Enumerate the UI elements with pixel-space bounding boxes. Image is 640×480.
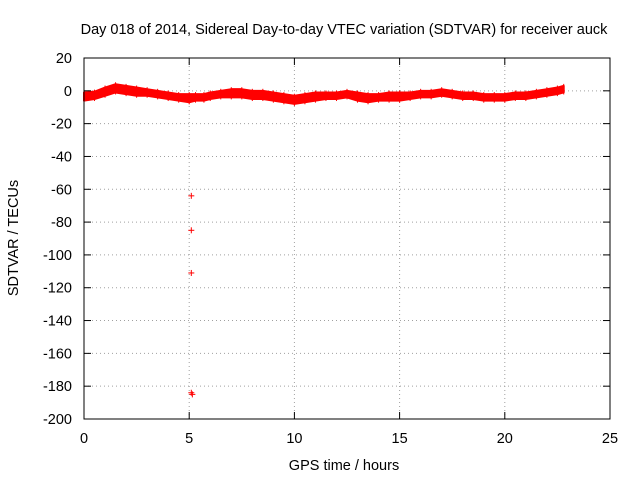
y-tick-label: -140 <box>43 314 72 330</box>
sdtvar-band <box>83 83 565 105</box>
x-tick-label: 5 <box>185 431 193 447</box>
x-tick-label: 20 <box>497 431 513 447</box>
y-tick-label: -20 <box>51 117 72 133</box>
y-tick-label: -40 <box>51 149 72 165</box>
y-tick-label: 0 <box>64 84 72 100</box>
x-tick-label: 25 <box>602 431 618 447</box>
outlier-point <box>188 227 195 234</box>
outlier-point <box>188 269 195 276</box>
plot-frame <box>83 57 611 420</box>
x-tick-label: 10 <box>286 431 302 447</box>
x-tick-label: 0 <box>80 431 88 447</box>
data-series-sdtvar <box>83 82 565 398</box>
y-tick-label: -100 <box>43 248 72 264</box>
y-tick-label: -60 <box>51 182 72 198</box>
y-axis-label: SDTVAR / TECUs <box>6 180 22 296</box>
grid <box>84 58 610 419</box>
y-tick-label: -160 <box>43 346 72 362</box>
y-tick-label: -200 <box>43 412 72 428</box>
y-tick-label: -120 <box>43 281 72 297</box>
y-tick-label: -80 <box>51 215 72 231</box>
axis-ticks <box>83 57 611 420</box>
outlier-point <box>189 391 196 398</box>
chart-title: Day 018 of 2014, Sidereal Day-to-day VTE… <box>81 22 609 38</box>
x-tick-label: 15 <box>392 431 408 447</box>
y-tick-label: -180 <box>43 379 72 395</box>
y-tick-label: 20 <box>56 51 72 67</box>
x-axis-label: GPS time / hours <box>289 458 399 474</box>
outlier-point <box>188 192 195 199</box>
tick-labels: 20 0 -20 -40 -60 -80 -100 -120 -140 -160 -180 -200 0… <box>43 51 618 447</box>
